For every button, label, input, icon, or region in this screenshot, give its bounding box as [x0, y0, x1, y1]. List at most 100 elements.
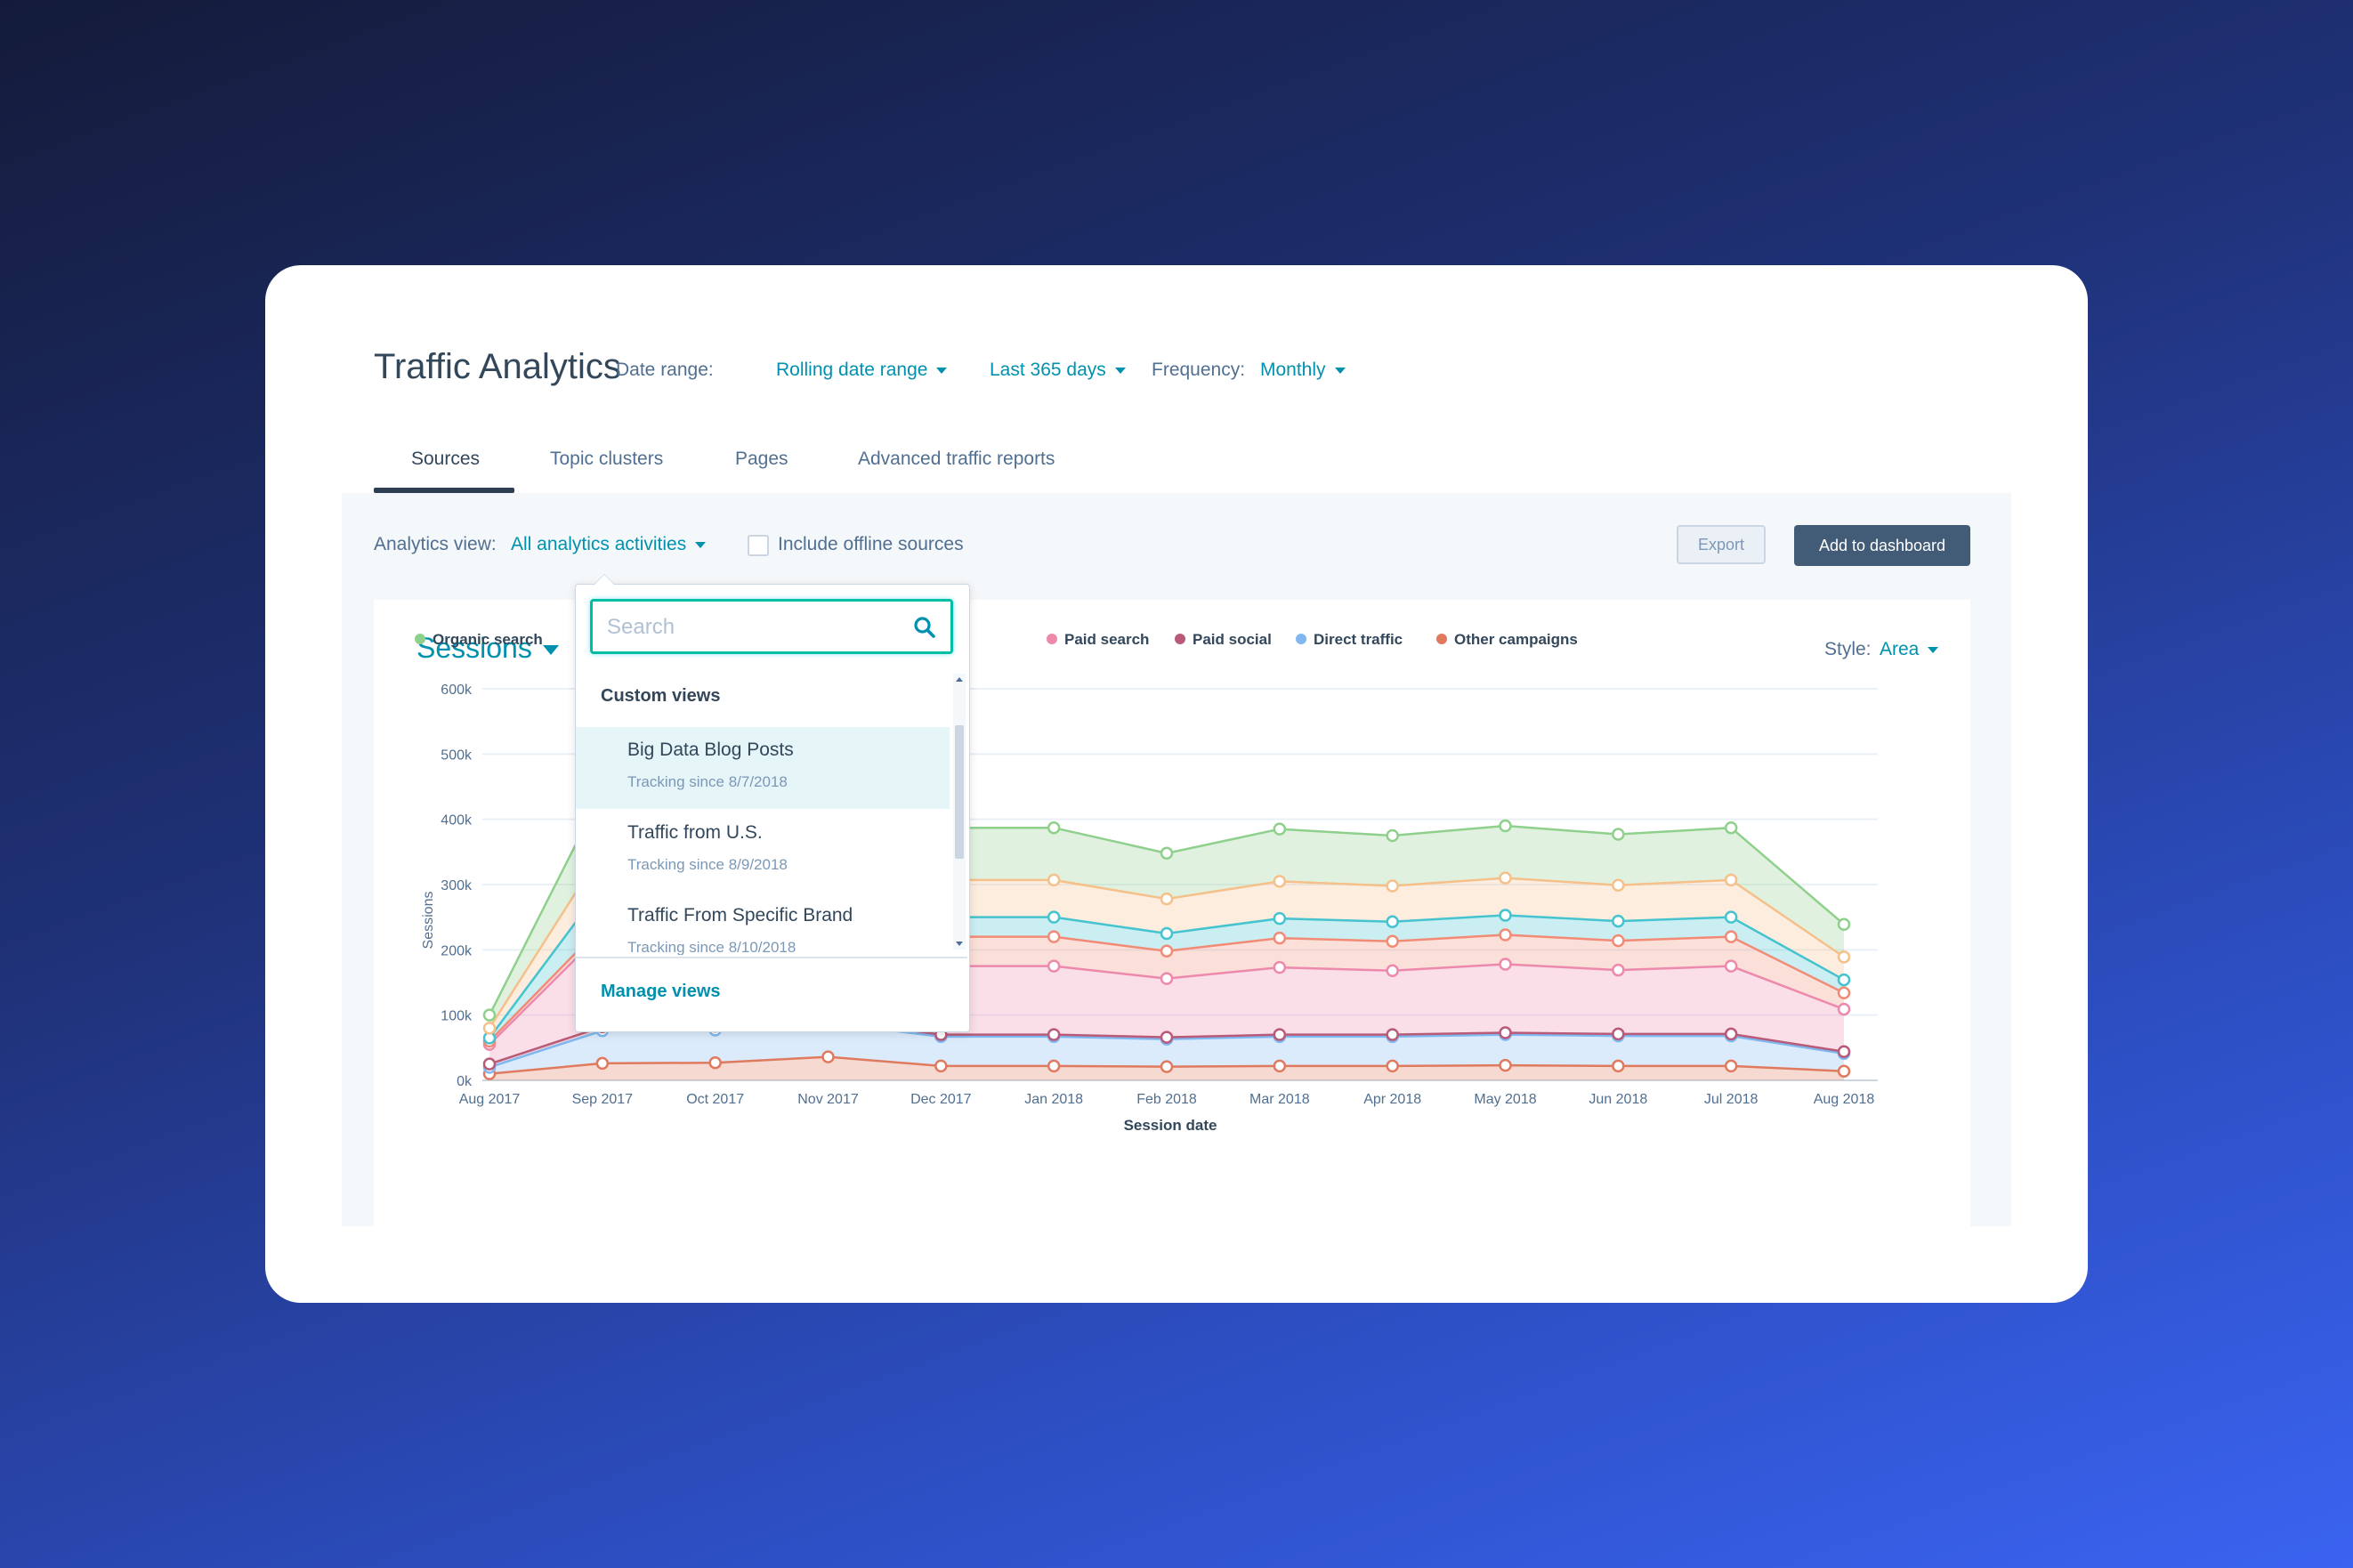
- export-button[interactable]: Export: [1677, 525, 1766, 564]
- tab-sources[interactable]: Sources: [411, 449, 481, 469]
- data-point-paid-social: [1273, 1028, 1287, 1041]
- search-field[interactable]: [590, 599, 953, 654]
- x-tick-label: Aug 2017: [459, 1092, 521, 1107]
- period-value: Last 365 days: [990, 360, 1106, 380]
- data-point-referrals: [1837, 973, 1851, 987]
- scroll-down-icon[interactable]: [956, 942, 963, 946]
- date-range-dropdown[interactable]: Rolling date range: [776, 360, 948, 381]
- analytics-view-value: All analytics activities: [511, 534, 687, 554]
- data-point-social-media: [1724, 930, 1738, 943]
- area-referrals: [489, 882, 1844, 1041]
- active-tab-indicator: [374, 488, 514, 493]
- tab-topic-clusters[interactable]: Topic clusters: [550, 449, 664, 469]
- legend-swatch: [415, 634, 425, 644]
- x-tick-label: Apr 2018: [1363, 1092, 1421, 1107]
- legend-entry: Paid social: [1193, 631, 1272, 648]
- x-tick-label: Mar 2018: [1249, 1092, 1310, 1107]
- data-point-organic-search: [1612, 828, 1625, 841]
- tab-pages[interactable]: Pages: [735, 449, 788, 469]
- data-point-organic-search: [1499, 819, 1512, 833]
- data-point-paid-search: [1612, 963, 1625, 977]
- metric-value: Sessions: [416, 632, 532, 664]
- chevron-down-icon: [542, 645, 559, 656]
- x-tick-label: Jun 2018: [1589, 1092, 1647, 1107]
- legend-swatch: [1436, 634, 1447, 644]
- period-dropdown[interactable]: Last 365 days: [990, 360, 1126, 381]
- x-tick-label: Oct 2017: [686, 1092, 744, 1107]
- data-point-email-marketing: [1612, 878, 1625, 892]
- data-point-other-campaigns: [934, 1059, 948, 1073]
- x-tick-label: Jan 2018: [1024, 1092, 1083, 1107]
- list-item[interactable]: Traffic From Specific Brand Tracking sin…: [576, 893, 950, 955]
- data-point-paid-search: [1837, 1002, 1851, 1016]
- data-point-social-media: [1837, 986, 1851, 999]
- date-range-label: Date range:: [616, 360, 714, 380]
- menu-divider: [576, 957, 967, 958]
- analytics-view-dropdown[interactable]: All analytics activities: [511, 534, 707, 555]
- legend-entry: Direct traffic: [1314, 631, 1403, 648]
- data-point-other-campaigns: [1612, 1059, 1625, 1073]
- include-offline-checkbox[interactable]: [748, 535, 769, 556]
- data-point-organic-search: [1273, 822, 1287, 836]
- data-point-organic-search: [1386, 828, 1399, 843]
- data-point-other-campaigns: [1386, 1059, 1399, 1073]
- data-point-social-media: [1160, 944, 1174, 958]
- y-tick-label: 500k: [441, 748, 473, 763]
- area-organic-search: [489, 788, 1844, 1029]
- data-point-paid-social: [1724, 1027, 1738, 1041]
- style-dropdown[interactable]: Area: [1880, 639, 1939, 660]
- data-point-paid-social: [1837, 1045, 1851, 1058]
- data-point-organic-search: [1724, 820, 1738, 835]
- data-point-organic-search: [482, 1008, 497, 1022]
- data-point-other-campaigns: [821, 1050, 835, 1063]
- manage-views-link[interactable]: Manage views: [601, 982, 721, 1001]
- add-to-dashboard-button[interactable]: Add to dashboard: [1794, 525, 1970, 566]
- data-point-other-campaigns: [1837, 1064, 1851, 1078]
- data-point-referrals: [1386, 915, 1399, 929]
- data-point-other-campaigns: [595, 1056, 610, 1071]
- data-point-social-media: [1047, 930, 1061, 943]
- data-point-email-marketing: [1724, 873, 1738, 887]
- data-point-paid-search: [1047, 959, 1061, 973]
- x-tick-label: Sep 2017: [572, 1092, 634, 1107]
- x-tick-label: Dec 2017: [910, 1092, 972, 1107]
- tab-bar: Sources Topic clusters Pages Advanced tr…: [342, 431, 2011, 496]
- data-point-other-campaigns: [1273, 1059, 1287, 1073]
- include-offline-label[interactable]: Include offline sources: [778, 534, 964, 554]
- frequency-dropdown[interactable]: Monthly: [1260, 360, 1346, 381]
- chevron-down-icon: [1114, 367, 1126, 374]
- area-social-media: [489, 921, 1844, 1045]
- x-tick-label: Nov 2017: [797, 1092, 859, 1107]
- data-point-email-marketing: [1273, 875, 1287, 888]
- section-title: Custom views: [601, 686, 721, 706]
- chevron-down-icon: [1928, 646, 1939, 653]
- chevron-down-icon: [1334, 367, 1346, 374]
- data-point-paid-social: [482, 1057, 497, 1071]
- data-point-referrals: [1047, 910, 1061, 924]
- data-point-paid-search: [1386, 964, 1399, 978]
- scroll-up-icon[interactable]: [956, 677, 963, 682]
- search-input[interactable]: [605, 602, 902, 653]
- x-tick-label: Feb 2018: [1136, 1092, 1197, 1107]
- data-point-social-media: [1612, 934, 1625, 948]
- data-point-referrals: [1273, 911, 1287, 925]
- y-tick-label: 300k: [441, 878, 473, 893]
- data-point-email-marketing: [482, 1022, 497, 1035]
- list-scrollbar[interactable]: [953, 674, 966, 950]
- list-item[interactable]: Big Data Blog Posts Tracking since 8/7/2…: [576, 727, 950, 809]
- analytics-view-label: Analytics view:: [374, 534, 497, 554]
- report-card: Traffic Analytics Date range: Rolling da…: [265, 265, 2088, 1303]
- legend-entry: Other campaigns: [1454, 631, 1578, 648]
- tab-advanced-traffic-reports[interactable]: Advanced traffic reports: [858, 449, 1055, 469]
- data-point-email-marketing: [1160, 892, 1174, 906]
- y-tick-label: 100k: [441, 1009, 473, 1024]
- search-icon[interactable]: [913, 616, 936, 639]
- data-point-referrals: [1724, 910, 1738, 924]
- data-point-paid-search: [1724, 959, 1738, 973]
- list-item[interactable]: Traffic from U.S. Tracking since 8/9/201…: [576, 810, 950, 892]
- metric-dropdown[interactable]: Sessions: [416, 632, 559, 665]
- scrollbar-thumb[interactable]: [955, 725, 964, 859]
- data-point-email-marketing: [1386, 879, 1399, 893]
- x-tick-label: May 2018: [1474, 1092, 1536, 1107]
- y-tick-label: 400k: [441, 813, 473, 828]
